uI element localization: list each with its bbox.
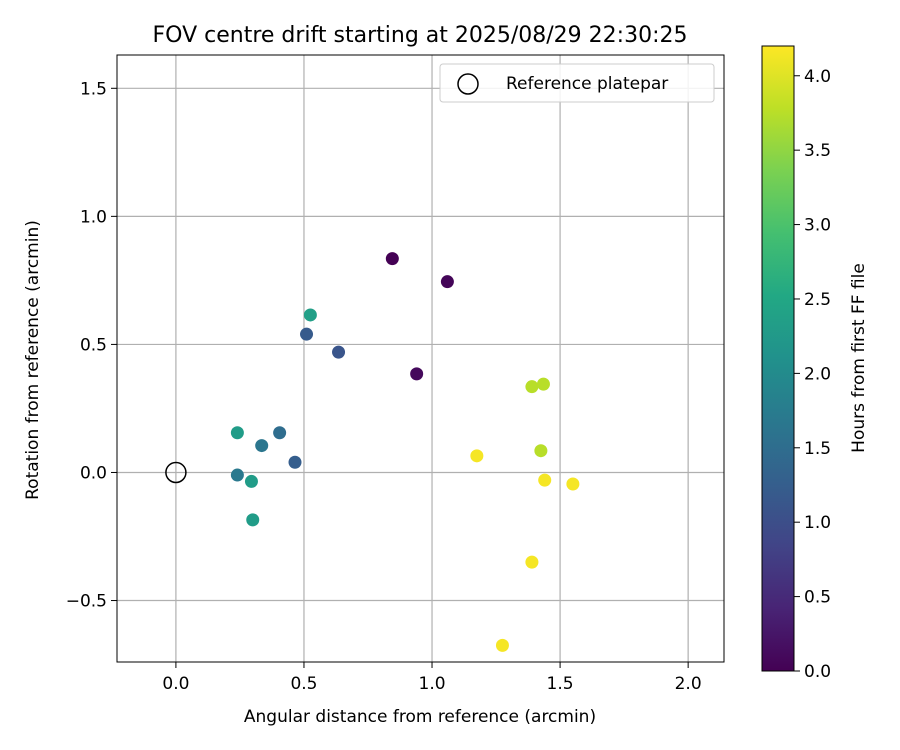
colorbar-tick-label: 0.0: [804, 662, 831, 682]
colorbar-gradient: [761, 45, 795, 672]
colorbar-tick-label: 1.0: [804, 513, 831, 533]
colorbar-tick-label: 2.5: [804, 290, 831, 310]
scatter-point: [470, 449, 484, 463]
plot-frame: [116, 54, 725, 663]
reference-platepar-marker: [165, 461, 187, 484]
scatter-point: [246, 513, 260, 527]
legend-box: [439, 63, 715, 103]
scatter-point: [303, 308, 317, 322]
scatter-point: [288, 455, 302, 469]
x-tick-label: 2.0: [675, 674, 702, 694]
scatter-point: [230, 426, 244, 440]
legend: Reference platepar: [439, 63, 715, 103]
scatter-point: [538, 473, 552, 487]
x-tick-label: 1.0: [419, 674, 446, 694]
colorbar-ticks: 0.0 0.5 1.0 1.5 2.0 2.5 3.0 3.5 4.0: [794, 67, 831, 682]
grid: [117, 55, 724, 662]
scatter-point: [566, 477, 580, 491]
scatter-point: [244, 474, 258, 488]
colorbar-label: Hours from first FF file: [849, 263, 869, 453]
colorbar: 0.0 0.5 1.0 1.5 2.0 2.5 3.0 3.5 4.0 Hours from f…: [761, 45, 869, 682]
scatter-point: [534, 444, 548, 458]
scatter-point: [495, 638, 509, 652]
y-tick-label: 0.5: [80, 335, 107, 355]
y-axis-label: Rotation from reference (arcmin): [23, 220, 43, 500]
scatter-point: [525, 555, 539, 569]
y-tick-label: 0.0: [80, 463, 107, 483]
y-tick-label: 1.0: [80, 207, 107, 227]
scatter-point: [255, 439, 269, 453]
chart-title: FOV centre drift starting at 2025/08/29 …: [153, 23, 688, 48]
colorbar-tick-label: 4.0: [804, 67, 831, 87]
colorbar-tick-label: 3.5: [804, 141, 831, 161]
scatter-point: [525, 380, 539, 394]
scatter-point: [536, 377, 550, 391]
y-tick-label: −0.5: [66, 592, 107, 612]
x-tick-label: 1.5: [547, 674, 574, 694]
colorbar-tick-label: 2.0: [804, 364, 831, 384]
legend-reference-marker-icon: [457, 73, 479, 95]
scatter-point: [440, 275, 454, 289]
y-tick-label: 1.5: [80, 79, 107, 99]
data-points: [165, 252, 580, 652]
scatter-point: [332, 345, 346, 359]
scatter-point: [300, 327, 314, 341]
scatter-point: [273, 426, 287, 440]
colorbar-tick-label: 0.5: [804, 588, 831, 608]
scatter-point: [230, 468, 244, 482]
scatter-point: [385, 252, 399, 266]
axis-ticks: 0.0 0.5 1.0 1.5 2.0 −0.5 0.0 0.5 1.0 1.5: [66, 79, 702, 694]
x-axis-label: Angular distance from reference (arcmin): [244, 707, 596, 727]
x-tick-label: 0.5: [290, 674, 317, 694]
x-tick-label: 0.0: [162, 674, 189, 694]
colorbar-tick-label: 1.5: [804, 439, 831, 459]
colorbar-tick-label: 3.0: [804, 216, 831, 236]
legend-entry-label: Reference platepar: [506, 74, 668, 94]
scatter-point: [410, 367, 424, 381]
